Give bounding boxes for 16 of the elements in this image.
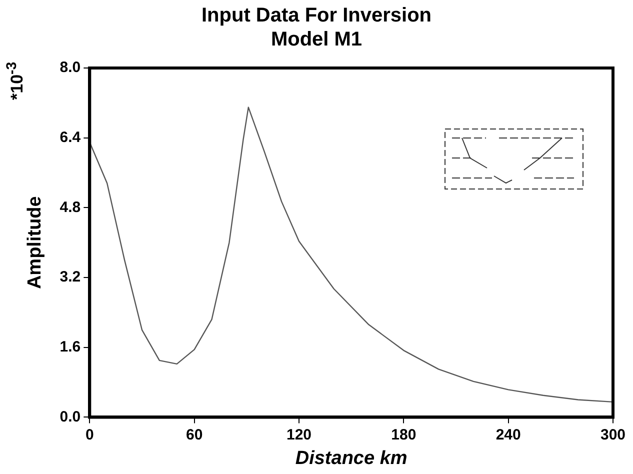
x-tick-label: 240	[496, 426, 521, 444]
x-tick-label: 120	[286, 426, 312, 444]
y-tick-label: 8.0	[60, 59, 81, 76]
chart-subtitle: Model M1	[270, 28, 362, 51]
x-tick-label: 300	[600, 426, 626, 444]
y-tick-label: 3.2	[60, 268, 81, 286]
chart-title: Input Data For Inversion	[201, 4, 432, 27]
y-tick-label: 1.6	[60, 338, 81, 356]
x-tick-label: 0	[85, 426, 94, 444]
x-tick-label: 60	[186, 426, 203, 444]
x-tick-label: 180	[391, 426, 416, 444]
y-tick-label: 6.4	[60, 128, 82, 146]
y-tick-label: 0.0	[60, 408, 81, 426]
y-tick-label: 4.8	[60, 198, 81, 216]
x-axis-title: Distance km	[295, 448, 408, 469]
y-axis-title: Amplitude	[24, 196, 46, 290]
